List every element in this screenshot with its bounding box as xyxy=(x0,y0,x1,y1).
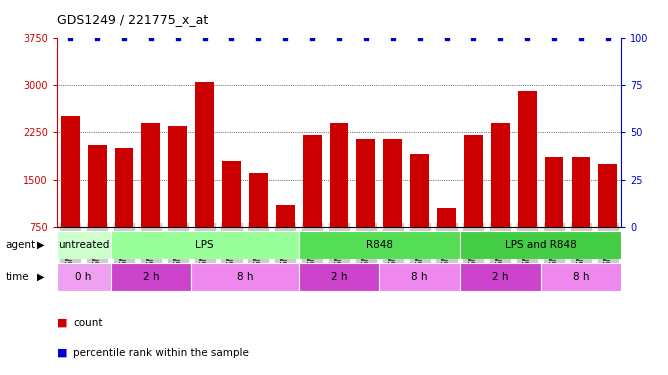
Bar xyxy=(222,160,241,227)
Bar xyxy=(544,158,563,227)
Bar xyxy=(61,116,79,227)
Text: 2 h: 2 h xyxy=(331,272,347,282)
Bar xyxy=(437,208,456,227)
Point xyxy=(65,34,75,40)
Bar xyxy=(115,148,134,227)
Bar xyxy=(491,123,510,227)
Bar xyxy=(410,154,429,227)
Text: 0 h: 0 h xyxy=(75,272,92,282)
Point xyxy=(172,34,183,40)
Bar xyxy=(518,91,536,227)
Text: ■: ■ xyxy=(57,318,67,327)
Point xyxy=(119,34,130,40)
Point xyxy=(414,34,425,40)
Text: GDS1249 / 221775_x_at: GDS1249 / 221775_x_at xyxy=(57,13,208,26)
Text: 8 h: 8 h xyxy=(236,272,253,282)
Text: LPS: LPS xyxy=(195,240,214,250)
Point xyxy=(441,34,452,40)
Bar xyxy=(599,164,617,227)
Text: 8 h: 8 h xyxy=(411,272,428,282)
Point xyxy=(307,34,317,40)
Text: 2 h: 2 h xyxy=(492,272,508,282)
Bar xyxy=(464,135,483,227)
Point xyxy=(199,34,210,40)
Bar xyxy=(195,82,214,227)
Text: 8 h: 8 h xyxy=(572,272,589,282)
Bar xyxy=(572,158,591,227)
Bar xyxy=(329,123,349,227)
Point xyxy=(280,34,291,40)
Bar xyxy=(303,135,321,227)
Point xyxy=(226,34,237,40)
Point xyxy=(334,34,345,40)
Point xyxy=(603,34,613,40)
Point xyxy=(361,34,371,40)
Text: ▶: ▶ xyxy=(37,240,44,250)
Bar xyxy=(191,262,299,291)
Bar xyxy=(299,262,379,291)
Text: LPS and R848: LPS and R848 xyxy=(505,240,576,250)
Point xyxy=(387,34,398,40)
Bar xyxy=(57,262,110,291)
Text: untreated: untreated xyxy=(58,240,110,250)
Point xyxy=(468,34,479,40)
Text: time: time xyxy=(5,272,29,282)
Point xyxy=(146,34,156,40)
Point xyxy=(495,34,506,40)
Bar xyxy=(276,205,295,227)
Text: R848: R848 xyxy=(366,240,393,250)
Text: ■: ■ xyxy=(57,348,67,357)
Bar xyxy=(168,126,187,227)
Bar xyxy=(299,231,460,259)
Bar xyxy=(540,262,621,291)
Bar xyxy=(379,262,460,291)
Bar xyxy=(249,173,268,227)
Point xyxy=(92,34,102,40)
Bar xyxy=(460,231,621,259)
Text: ▶: ▶ xyxy=(37,272,44,282)
Point xyxy=(253,34,264,40)
Bar xyxy=(142,123,160,227)
Bar xyxy=(460,262,540,291)
Point xyxy=(548,34,559,40)
Bar xyxy=(110,262,191,291)
Bar xyxy=(357,138,375,227)
Text: count: count xyxy=(73,318,103,327)
Bar xyxy=(57,231,110,259)
Bar xyxy=(88,145,106,227)
Bar xyxy=(383,138,402,227)
Text: percentile rank within the sample: percentile rank within the sample xyxy=(73,348,249,357)
Point xyxy=(576,34,587,40)
Text: 2 h: 2 h xyxy=(142,272,159,282)
Bar xyxy=(110,231,299,259)
Text: agent: agent xyxy=(5,240,35,250)
Point xyxy=(522,34,532,40)
